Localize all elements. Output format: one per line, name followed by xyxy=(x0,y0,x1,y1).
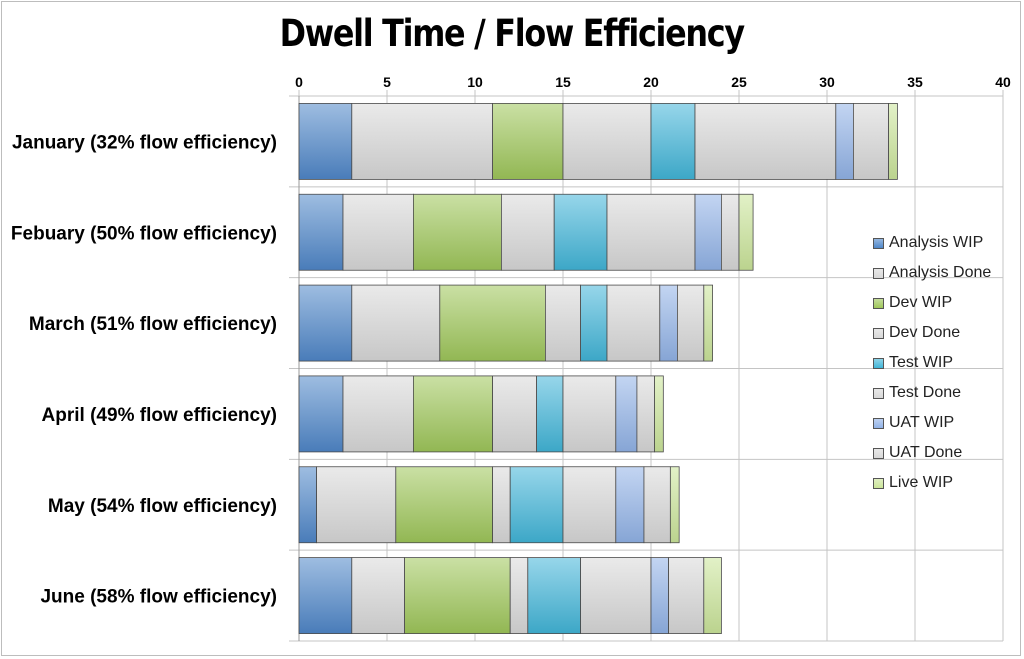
bar-segment-analysis-done xyxy=(351,557,405,634)
bar-segment-uat-done xyxy=(643,466,671,544)
legend-label: Test WIP xyxy=(889,354,954,371)
x-tick-label: 0 xyxy=(295,74,303,90)
legend-label: Dev WIP xyxy=(889,294,953,311)
bar-segment-live-wip xyxy=(738,193,754,271)
bar-segment-test-done xyxy=(580,557,652,634)
x-tick-label: 5 xyxy=(383,74,391,90)
category-label: March (51% flow efficiency) xyxy=(29,314,277,335)
bar-segment-uat-done xyxy=(721,193,740,271)
x-tick-label: 35 xyxy=(907,74,923,90)
legend-swatch xyxy=(873,297,884,309)
bar-segment-analysis-done xyxy=(342,375,414,453)
bar-segment-dev-done xyxy=(492,466,511,544)
legend-swatch xyxy=(873,447,884,459)
bar-segment-test-done xyxy=(694,103,837,180)
bar-segment-test-wip xyxy=(553,193,608,271)
bar-segment-test-wip xyxy=(509,466,564,544)
legend-label: UAT Done xyxy=(889,444,963,461)
bar-segment-test-wip xyxy=(527,557,581,634)
bar-segment-test-done xyxy=(606,284,661,362)
bar-segment-uat-wip xyxy=(694,193,722,271)
x-tick-label: 10 xyxy=(467,74,483,90)
legend-swatch xyxy=(873,417,884,429)
chart-title: Dwell Time / Flow Efficiency xyxy=(279,12,746,55)
legend-swatch xyxy=(873,477,884,489)
legend-label: UAT WIP xyxy=(889,414,955,431)
bar-segment-live-wip xyxy=(703,284,713,362)
bar-segment-analysis-done xyxy=(351,284,441,362)
bar-segment-analysis-done xyxy=(342,193,414,271)
category-label: Febuary (50% flow efficiency) xyxy=(11,223,277,244)
bar-segment-analysis-wip xyxy=(298,284,353,362)
bar-segment-dev-wip xyxy=(439,284,546,362)
legend-item: Live WIP xyxy=(873,468,1021,498)
bar-segment-dev-done xyxy=(545,284,582,362)
bar-segment-dev-wip xyxy=(404,557,511,634)
legend-label: Live WIP xyxy=(889,474,954,491)
bar-segment-dev-done xyxy=(509,557,529,634)
category-label: April (49% flow efficiency) xyxy=(42,405,277,426)
bar-segment-live-wip xyxy=(888,103,898,180)
x-tick-label: 40 xyxy=(995,74,1011,90)
legend-swatch xyxy=(873,357,884,369)
bar-segment-dev-wip xyxy=(412,193,502,271)
bar-segment-test-done xyxy=(562,375,617,453)
x-tick-label: 25 xyxy=(731,74,747,90)
legend-label: Analysis Done xyxy=(889,264,992,281)
bar-segment-uat-done xyxy=(668,557,705,634)
bar-segment-test-wip xyxy=(536,375,564,453)
bar-segment-test-wip xyxy=(580,284,608,362)
legend-label: Test Done xyxy=(889,384,962,401)
bar-segment-dev-wip xyxy=(395,466,493,544)
bar-segment-live-wip xyxy=(654,375,664,453)
bar-segment-analysis-done xyxy=(316,466,397,544)
category-label: May (54% flow efficiency) xyxy=(48,496,277,517)
bar-segment-uat-wip xyxy=(650,557,670,634)
x-tick-label: 15 xyxy=(555,74,571,90)
legend-swatch xyxy=(873,327,884,339)
legend-item: Test Done xyxy=(873,378,1021,408)
legend-item: Test WIP xyxy=(873,348,1021,378)
legend-swatch xyxy=(873,267,884,279)
bar-segment-test-done xyxy=(562,466,617,544)
legend-item: UAT WIP xyxy=(873,408,1021,438)
bar-segment-dev-wip xyxy=(492,103,564,180)
bar-segment-test-done xyxy=(606,193,696,271)
bar-segment-analysis-wip xyxy=(298,375,344,453)
category-label: January (32% flow efficiency) xyxy=(12,132,277,153)
bar-segment-analysis-wip xyxy=(298,557,353,634)
bar-segment-test-wip xyxy=(650,103,696,180)
bar-segment-analysis-wip xyxy=(298,466,318,544)
bar-segment-analysis-wip xyxy=(298,193,344,271)
bar-segment-uat-wip xyxy=(615,375,638,453)
x-tick-label: 30 xyxy=(819,74,835,90)
bar-segment-uat-done xyxy=(636,375,655,453)
bar-segment-dev-wip xyxy=(412,375,493,453)
bar-segment-dev-done xyxy=(562,103,652,180)
x-tick-label: 20 xyxy=(643,74,659,90)
legend-item: Analysis Done xyxy=(873,258,1021,288)
legend: Analysis WIP Analysis Done Dev WIP Dev Done… xyxy=(873,228,1021,498)
bar-segment-analysis-done xyxy=(351,103,493,180)
legend-label: Dev Done xyxy=(889,324,961,341)
bar-segment-dev-done xyxy=(492,375,538,453)
bar-segment-dev-done xyxy=(500,193,555,271)
bar-segment-uat-wip xyxy=(659,284,678,362)
bar-segment-analysis-wip xyxy=(298,103,353,180)
legend-label: Analysis WIP xyxy=(889,234,984,251)
bar-segment-live-wip xyxy=(669,466,680,544)
bar-segment-uat-done xyxy=(677,284,705,362)
legend-swatch xyxy=(873,237,884,249)
category-label: June (58% flow efficiency) xyxy=(40,587,277,608)
bar-segment-uat-wip xyxy=(835,103,854,180)
bar-segment-uat-done xyxy=(853,103,890,180)
legend-item: Dev Done xyxy=(873,318,1021,348)
legend-item: UAT Done xyxy=(873,438,1021,468)
legend-item: Analysis WIP xyxy=(873,228,1021,258)
legend-item: Dev WIP xyxy=(873,288,1021,318)
bar-segment-live-wip xyxy=(703,557,722,634)
legend-swatch xyxy=(873,387,884,399)
bar-segment-uat-wip xyxy=(615,466,645,544)
